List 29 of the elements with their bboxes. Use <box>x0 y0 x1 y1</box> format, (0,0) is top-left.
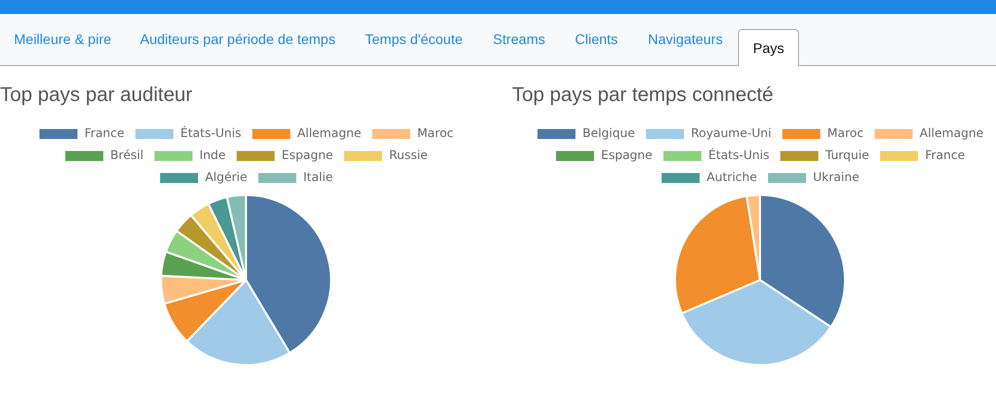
legend-label: Belgique <box>582 126 635 140</box>
legend-label: France <box>925 148 965 162</box>
legend-label: Turquie <box>824 148 870 162</box>
text: Clients <box>575 31 618 47</box>
legend-label: États-Unis <box>708 147 770 162</box>
legend-label: États-Unis <box>180 125 242 140</box>
chart-title: Top pays par auditeur <box>0 84 192 107</box>
legend-label: Maroc <box>417 126 454 140</box>
legend-label: Autriche <box>706 170 758 184</box>
legend-label: Brésil <box>110 148 144 162</box>
legend-label: Algérie <box>205 170 248 184</box>
text: Pays <box>738 29 800 66</box>
legend-label: Italie <box>303 170 333 184</box>
text: Temps d'écoute <box>365 31 463 47</box>
legend-label: Espagne <box>282 148 334 162</box>
legend-label: Royaume-Uni <box>690 126 772 140</box>
legend-label: Espagne <box>601 148 652 162</box>
text: Navigateurs <box>648 31 723 47</box>
text: Meilleure & pire <box>14 31 112 47</box>
legend-label: Allemagne <box>920 126 984 140</box>
text: Streams <box>493 31 546 47</box>
legend-label: Maroc <box>827 126 864 140</box>
legend-label: Ukraine <box>813 170 860 184</box>
legend-label: France <box>84 126 124 140</box>
text: Auditeurs par période de temps <box>140 31 336 47</box>
chart-title: Top pays par temps connecté <box>512 84 774 107</box>
legend-label: Inde <box>200 148 226 162</box>
legend-label: Allemagne <box>297 126 362 140</box>
legend-label: Russie <box>389 148 428 162</box>
